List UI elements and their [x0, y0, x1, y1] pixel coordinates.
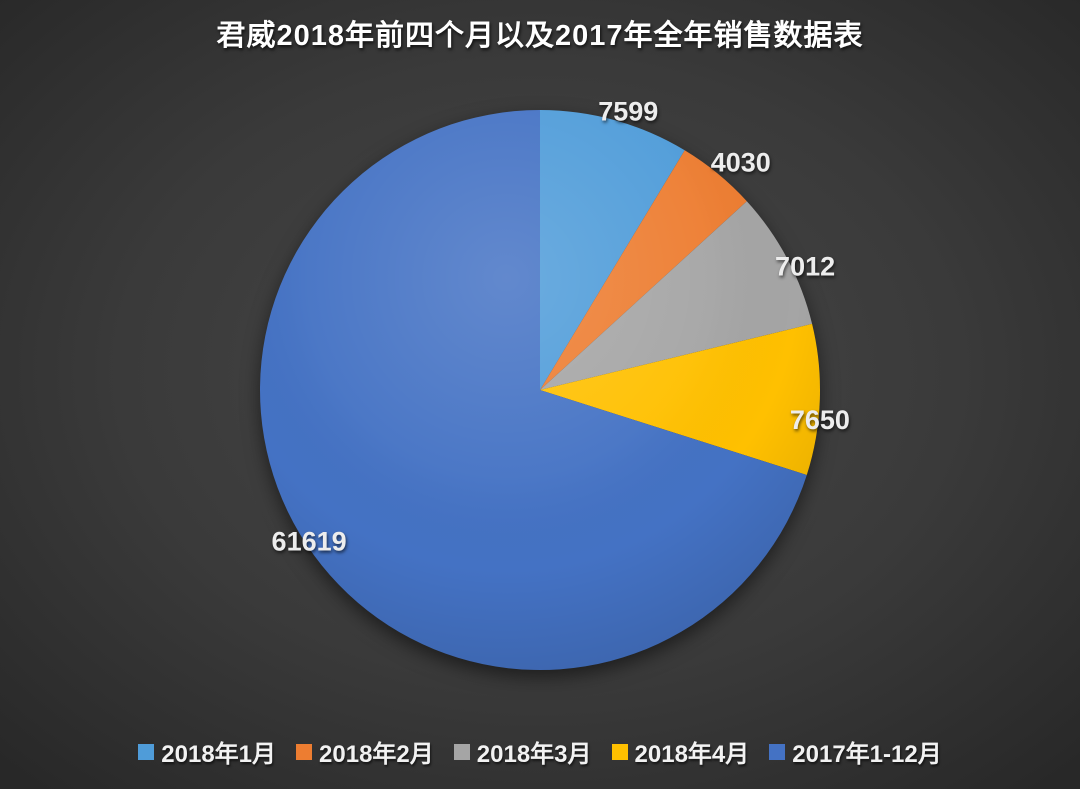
legend-item-2: 2018年2月: [296, 734, 434, 769]
legend-label-2: 2018年2月: [319, 741, 434, 768]
legend-label-5: 2017年1-12月: [792, 741, 942, 768]
chart-title: 君威2018年前四个月以及2017年全年销售数据表: [216, 20, 864, 52]
legend-label-4: 2018年4月: [634, 741, 750, 768]
legend-swatch-4: [611, 743, 628, 760]
legend-swatch-1: [138, 743, 155, 760]
legend-swatch-2: [296, 743, 313, 760]
legend-item-3: 2018年3月: [453, 734, 592, 769]
chart-legend: 2018年1月 2018年2月 2018年3月 2018年4月 2017年1-12月: [0, 734, 1080, 769]
data-label-1: 7599: [598, 97, 658, 127]
legend-item-1: 2018年1月: [138, 734, 276, 769]
data-label-2: 4030: [711, 148, 771, 178]
legend-item-5: 2017年1-12月: [769, 734, 942, 769]
data-label-5: 61619: [272, 526, 347, 556]
legend-item-4: 2018年4月: [611, 734, 750, 769]
legend-label-3: 2018年3月: [476, 741, 592, 768]
legend-swatch-3: [453, 743, 470, 760]
legend-label-1: 2018年1月: [161, 741, 277, 768]
data-label-4: 7650: [790, 405, 850, 435]
data-label-3: 7012: [775, 252, 835, 282]
legend-swatch-5: [769, 743, 786, 760]
